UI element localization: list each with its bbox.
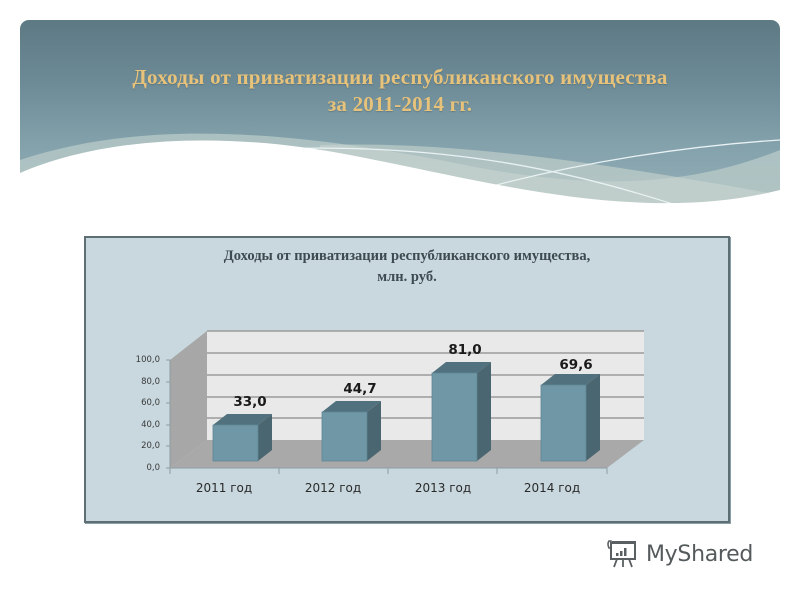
bar-2014: [540, 374, 600, 462]
header-wave-decoration: [20, 133, 780, 230]
chart-title-line2: млн. руб.: [377, 269, 437, 285]
data-label-2014: 69,6: [559, 357, 593, 373]
x-axis-label-2011: 2011 год: [195, 481, 253, 495]
slide-title-line2: за 2011-2014 гг.: [327, 92, 473, 116]
slide-title-line1: Доходы от приватизации республиканского …: [132, 65, 668, 89]
y-tick-label: 40,0: [141, 420, 160, 430]
bar-2013: [431, 362, 491, 462]
x-axis-label-2014: 2014 год: [523, 481, 581, 495]
slide-header: [20, 20, 780, 230]
y-tick-label: 60,0: [141, 398, 160, 408]
x-axis-label-2012: 2012 год: [304, 481, 362, 495]
chart-floor: [170, 440, 644, 468]
watermark-text: MyShared: [646, 541, 754, 567]
data-label-2013: 81,0: [448, 342, 482, 358]
watermark[interactable]: MyShared: [606, 537, 753, 571]
chart-title-line1: Доходы от приватизации республиканского …: [223, 248, 591, 264]
chart-side-wall: [170, 331, 207, 468]
x-axis-label-2013: 2013 год: [414, 481, 472, 495]
chart-title: Доходы от приватизации республиканского …: [84, 246, 730, 288]
data-label-2011: 33,0: [233, 394, 267, 410]
data-label-2012: 44,7: [343, 381, 377, 397]
y-tick-label: 0,0: [146, 463, 160, 473]
y-tick-label: 100,0: [135, 355, 160, 365]
y-tick-label: 20,0: [141, 441, 160, 451]
slide-title: Доходы от приватизации республиканского …: [20, 64, 780, 118]
bar-2012: [321, 401, 381, 462]
presentation-board-icon: [607, 540, 636, 568]
bar-2011: [212, 414, 272, 462]
y-tick-label: 80,0: [141, 377, 160, 387]
